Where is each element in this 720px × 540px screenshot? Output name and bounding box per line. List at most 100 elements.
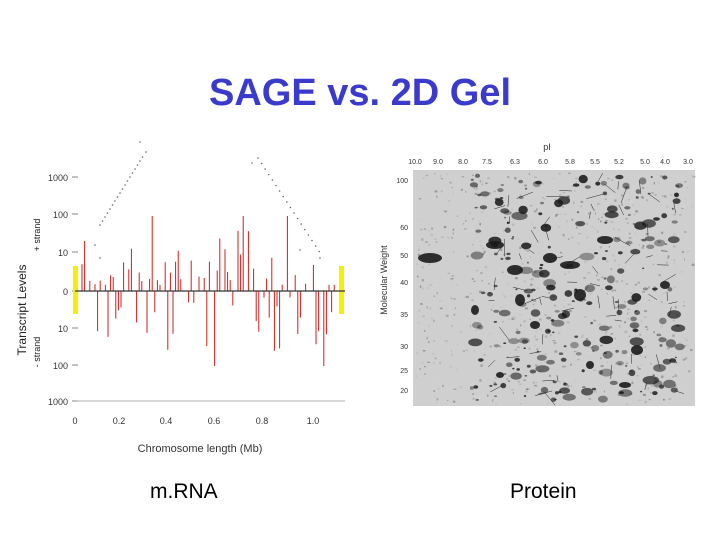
- protein-spot: [581, 386, 586, 389]
- spot-annotation-line: [490, 384, 504, 393]
- gel-noise: [472, 230, 475, 232]
- protein-spot: [524, 375, 528, 377]
- protein-spot: [629, 337, 644, 346]
- gel-noise: [504, 261, 507, 263]
- gel-noise: [418, 309, 421, 312]
- gel-noise: [452, 281, 454, 285]
- gel-noise: [426, 306, 428, 309]
- protein-spot: [525, 388, 529, 391]
- gel-noise: [563, 365, 567, 368]
- protein-spot: [469, 386, 474, 390]
- gel-noise: [479, 290, 482, 293]
- gel-noise: [621, 280, 623, 283]
- gel-noise: [512, 392, 514, 394]
- gel-noise: [599, 246, 603, 249]
- gel-noise: [511, 296, 514, 299]
- gel-noise: [447, 272, 451, 275]
- x-tick-label: 1.0: [307, 416, 320, 426]
- gel-noise: [473, 188, 476, 190]
- gel-noise: [417, 253, 420, 257]
- protein-spot: [514, 357, 520, 362]
- gel-noise: [632, 353, 635, 356]
- gel-noise: [445, 314, 449, 317]
- gel-noise: [434, 284, 438, 287]
- gel-noise: [600, 365, 604, 368]
- x-axis-title: Chromosome length (Mb): [138, 443, 263, 455]
- gel-noise: [516, 309, 518, 312]
- gel-noise: [538, 248, 540, 251]
- gel-noise: [672, 376, 675, 378]
- spot-annotation-line: [493, 277, 496, 291]
- protein-spot: [632, 223, 636, 225]
- protein-spot: [627, 214, 631, 216]
- gel-noise: [501, 320, 505, 323]
- gel-noise: [519, 194, 522, 196]
- protein-spot: [510, 372, 522, 380]
- protein-spot: [474, 173, 481, 178]
- gel-noise: [657, 240, 661, 244]
- gel-noise: [626, 354, 630, 357]
- gel-noise: [651, 385, 654, 387]
- gel-noise: [519, 314, 521, 316]
- gel-noise: [440, 190, 443, 193]
- gel-noise: [603, 390, 605, 393]
- gel-noise: [451, 187, 454, 189]
- gel-noise: [525, 307, 528, 310]
- gel-noise: [614, 337, 616, 340]
- spot-annotation-line: [644, 382, 647, 391]
- data-dot: [99, 257, 101, 259]
- gel-noise: [667, 257, 670, 259]
- gel-noise: [472, 243, 474, 246]
- protein-spot: [494, 252, 498, 256]
- gel-noise: [473, 349, 475, 352]
- data-dot: [104, 216, 106, 218]
- gel-noise: [640, 320, 643, 323]
- gel-noise: [577, 359, 580, 361]
- protein-spot: [498, 309, 511, 317]
- spot-annotation-line: [606, 315, 617, 317]
- protein-spot: [418, 253, 442, 263]
- gel-noise: [691, 263, 695, 266]
- protein-spot: [494, 198, 504, 206]
- protein-spot: [640, 390, 643, 393]
- protein-spot: [538, 212, 543, 216]
- protein-spot: [662, 175, 668, 180]
- gel-noise: [610, 333, 614, 335]
- gel-noise: [657, 181, 660, 185]
- gel-noise: [462, 223, 465, 225]
- protein-spot: [615, 174, 624, 180]
- protein-spot: [635, 196, 639, 199]
- gel-noise: [508, 375, 511, 378]
- gel-noise: [674, 384, 677, 387]
- protein-spot: [652, 374, 655, 377]
- gel-noise: [631, 381, 634, 385]
- protein-spot: [515, 294, 525, 306]
- gel-noise: [416, 352, 418, 355]
- gel-noise: [681, 387, 684, 389]
- gel-noise: [654, 194, 657, 196]
- gel-noise: [669, 283, 672, 286]
- gel-noise: [500, 230, 502, 232]
- gel-noise: [593, 194, 596, 197]
- gel-noise: [600, 288, 604, 290]
- gel-noise: [535, 338, 538, 340]
- protein-spot: [480, 191, 490, 197]
- gel-noise: [659, 274, 662, 277]
- gel-noise: [592, 255, 595, 258]
- data-dot: [101, 220, 104, 222]
- gel-noise: [612, 254, 615, 257]
- x-tick-label: 0.2: [113, 416, 126, 426]
- gel-noise: [482, 180, 484, 183]
- gel-noise: [420, 228, 423, 231]
- gel-noise: [675, 380, 677, 383]
- data-dot: [126, 180, 129, 182]
- gel-noise: [618, 362, 622, 365]
- gel-noise: [441, 236, 444, 238]
- gel-noise: [428, 263, 430, 266]
- protein-spot: [573, 289, 579, 294]
- gel-noise: [651, 200, 654, 203]
- gel-noise: [492, 229, 495, 232]
- mw-label: 20: [400, 388, 408, 395]
- gel-noise: [628, 335, 631, 337]
- gel-noise: [686, 394, 688, 397]
